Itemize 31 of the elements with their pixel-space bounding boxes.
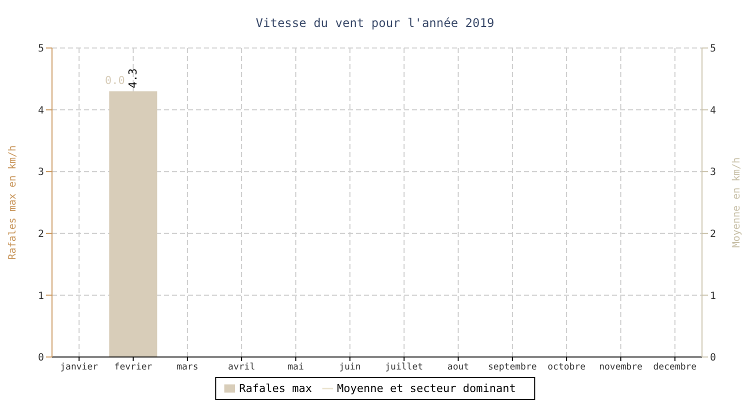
x-tick-label: aout xyxy=(447,362,470,372)
y2-tick-label: 3 xyxy=(710,167,716,178)
legend-label: Rafales max xyxy=(239,382,312,395)
y2-tick-label: 0 xyxy=(710,352,716,364)
y2-tick-label: 1 xyxy=(710,290,716,302)
x-tick-label: decembre xyxy=(653,362,697,372)
y2-tick-label: 2 xyxy=(710,228,716,240)
annotation: 0.0 xyxy=(105,74,125,87)
y-tick-label: 2 xyxy=(38,228,44,240)
x-tick-label: mai xyxy=(288,362,304,372)
x-tick-label: mars xyxy=(176,362,198,372)
y2-tick-label: 4 xyxy=(710,105,716,116)
x-tick-label: septembre xyxy=(488,362,537,372)
y-tick-label: 3 xyxy=(38,167,44,178)
x-tick-label: juin xyxy=(339,362,361,372)
data-label: 4.3 xyxy=(126,68,140,88)
x-tick-label: janvier xyxy=(60,362,99,372)
y-tick-label: 4 xyxy=(38,105,44,116)
legend-label: Moyenne et secteur dominant xyxy=(337,382,516,395)
y-axis-title: Rafales max en km/h xyxy=(8,145,19,260)
y-tick-label: 0 xyxy=(38,352,44,364)
x-tick-label: fevrier xyxy=(114,362,153,372)
x-tick-label: novembre xyxy=(599,362,642,372)
y-tick-label: 1 xyxy=(38,290,44,302)
chart-title: Vitesse du vent pour l'année 2019 xyxy=(254,15,496,32)
x-tick-label: juillet xyxy=(385,362,424,372)
y-tick-label: 5 xyxy=(38,44,44,55)
y2-tick-label: 5 xyxy=(710,44,716,55)
y2-axis-title: Moyenne en km/h xyxy=(732,157,743,248)
x-tick-label: avril xyxy=(228,362,256,372)
x-tick-label: octobre xyxy=(548,362,586,372)
